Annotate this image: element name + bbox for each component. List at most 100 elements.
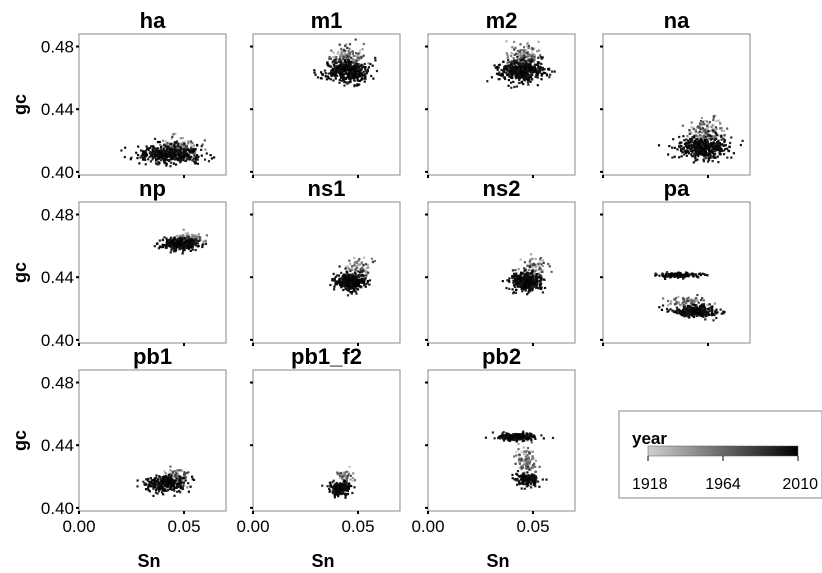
data-point [535,264,538,267]
data-point [539,258,542,261]
data-point [182,250,185,253]
data-point [687,309,691,312]
data-point [683,307,686,311]
data-point [352,58,356,61]
data-point [687,296,690,299]
data-point [528,287,531,290]
data-point [691,146,694,149]
data-point [187,247,190,250]
data-point [172,472,175,475]
data-point [519,277,522,280]
y-axis-title: gc [10,262,30,283]
data-point [335,492,338,495]
data-point [171,143,174,146]
data-point [187,141,190,144]
data-point [520,283,523,286]
data-point [338,43,341,46]
data-point [525,55,528,58]
data-point [341,475,344,478]
data-point [715,137,718,140]
data-point [152,494,155,497]
data-point [524,49,527,52]
data-point [192,147,195,151]
data-point [184,479,187,482]
data-point [363,80,366,83]
data-point [536,84,539,87]
data-point [519,57,522,60]
data-point [693,149,696,152]
data-point [176,149,179,152]
data-point [702,158,705,161]
data-point [364,66,367,69]
data-point [165,240,168,243]
data-point [683,300,686,303]
data-point [187,240,190,243]
data-point [344,44,347,47]
data-point [684,306,687,309]
x-tick-label: 0.05 [516,517,549,536]
data-point [151,151,154,154]
data-point [703,128,706,131]
data-point [179,157,182,160]
data-point [688,312,691,315]
data-point [527,58,530,61]
data-point [348,52,351,55]
data-point [355,292,358,295]
data-point [525,60,528,63]
data-point [201,143,204,146]
data-point [348,482,351,485]
data-point [519,71,522,74]
data-point [529,68,533,71]
data-point [184,147,187,150]
data-point [185,235,188,238]
data-point [173,481,176,484]
data-point [713,313,716,317]
data-point [140,154,143,157]
data-point [694,304,697,307]
data-point [693,136,696,139]
data-point [175,243,178,246]
data-point [701,131,704,134]
data-point [175,152,178,155]
data-point [137,154,140,157]
data-point [343,278,346,281]
data-point [354,55,357,58]
data-point [696,139,699,142]
data-point [537,49,541,52]
data-point [360,277,363,280]
data-point [526,275,529,278]
data-point [186,486,189,489]
data-point [340,79,343,82]
data-point [501,280,504,283]
data-point [513,285,517,289]
data-point [144,488,148,491]
data-point [188,158,192,161]
data-point [709,138,712,141]
data-point [704,143,708,146]
data-point [173,144,176,147]
data-point [497,64,501,67]
data-point [168,244,171,247]
data-point [187,482,190,485]
data-point [152,145,155,148]
data-point [717,139,720,142]
data-point [730,136,733,139]
data-point [345,53,348,56]
data-point [194,249,197,252]
data-point [705,154,708,157]
data-point [542,278,545,281]
data-point [713,137,716,140]
data-point [514,269,517,272]
data-point [345,270,348,273]
data-point [517,277,520,280]
data-point [180,159,183,162]
data-point [172,133,175,136]
data-point [693,311,696,314]
data-point [164,472,167,475]
data-point [339,68,342,71]
data-point [702,134,706,137]
data-point [537,56,540,59]
data-point [351,71,354,74]
data-point [527,456,530,459]
data-point [332,79,335,82]
